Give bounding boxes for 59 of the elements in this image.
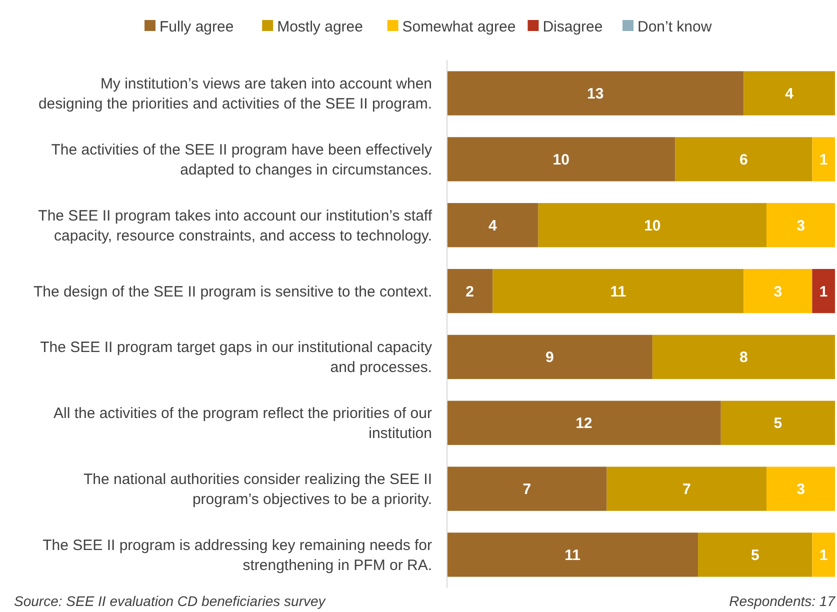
bar [698,532,812,577]
bar [606,466,767,511]
legend-label: Disagree [542,18,603,36]
legend-label: Mostly agree [277,18,363,36]
data-label: 7 [682,481,691,498]
data-label: 10 [552,151,570,168]
y-tick-label: The design of the SEE II program is sensitive to the context. [33,283,432,300]
data-label: 4 [488,217,498,234]
bar [812,532,835,577]
data-label: 1 [819,546,828,564]
data-label: 5 [774,415,782,432]
y-tick-label: All the activities of the program reflect the priorities of our institution [53,405,432,442]
bar [447,532,698,577]
data-label: 4 [785,86,794,103]
data-label: 3 [774,283,782,300]
legend-label: Fully agree [160,18,234,36]
bar [812,137,835,182]
data-label: 6 [740,151,748,168]
bar [447,466,607,511]
data-label: 11 [564,546,580,564]
data-label: 1 [819,151,828,168]
source-note: Source: SEE II evaluation CD beneficiaries survey [14,593,326,609]
y-tick-label: The activities of the SEE II program have been effectively adapted to changes in circumstances. [51,141,432,178]
bar [744,268,812,314]
data-label: 10 [644,217,661,234]
data-label: 7 [522,481,532,498]
bar [447,268,493,314]
data-label: 9 [546,349,554,366]
bar [447,203,538,248]
y-tick-label: The national authorities consider realizing the SEE II program’s objectives to be a priority. [83,471,432,508]
data-label: 13 [587,86,604,103]
bar [766,466,835,511]
y-tick-label: The SEE II program is addressing key remaining needs for strengthening in PFM or RA. [42,536,432,574]
y-tick-label: My institution’s views are taken into account when designing the priorities and activities of the SEE II program. [38,76,432,113]
bar [538,203,767,248]
data-label: 11 [610,283,626,300]
y-tick-label: The SEE II program takes into account our institution’s staff capacity, resource constraints, and access to technology. [38,207,433,244]
bar [652,334,835,380]
data-label: 3 [796,481,805,498]
data-label: 1 [819,283,828,300]
bar [447,334,652,380]
data-label: 3 [796,217,805,234]
bar [766,203,835,248]
y-tick-label: The SEE II program target gaps in our institutional capacity and processes. [40,339,432,376]
data-label: 8 [740,349,748,366]
data-label: 12 [576,415,592,432]
bar [812,268,835,314]
bar [744,71,835,116]
bar [447,71,744,116]
text: Respondents: 17 [729,593,836,609]
bar [675,137,812,182]
legend-label: Somewhat agree [402,18,516,36]
data-label: 5 [750,546,760,564]
bar [447,137,676,182]
bar [720,400,835,445]
legend-label: Don’t know [638,18,712,36]
data-label: 2 [466,283,474,300]
bar [492,268,744,314]
bar [447,400,721,445]
